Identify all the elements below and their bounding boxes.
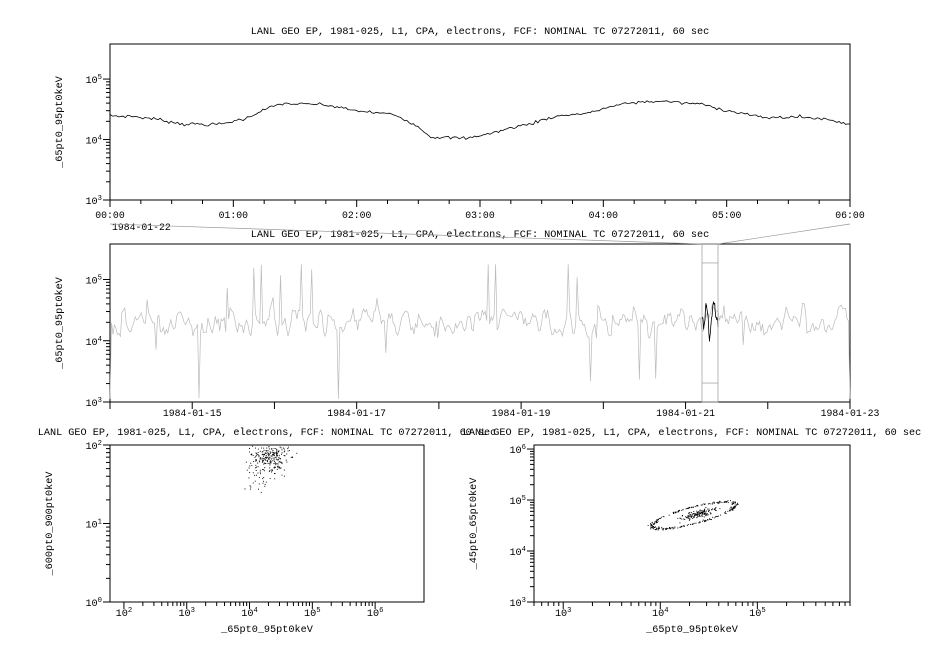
svg-text:06:00: 06:00 [835,210,865,221]
svg-text:02:00: 02:00 [342,210,372,221]
svg-text:1984-01-15: 1984-01-15 [163,408,222,419]
svg-text:_65pt0_95pt0keV: _65pt0_95pt0keV [54,276,66,370]
svg-text:_45pt0_65pt0keV: _45pt0_65pt0keV [468,477,480,571]
svg-text:00:00: 00:00 [95,210,125,221]
svg-text:1984-01-23: 1984-01-23 [821,408,880,419]
svg-text:_65pt0_95pt0keV: _65pt0_95pt0keV [54,75,66,169]
svg-text:05:00: 05:00 [712,210,742,221]
svg-text:1984-01-17: 1984-01-17 [327,408,386,419]
svg-text:01:00: 01:00 [219,210,249,221]
svg-text:1984-01-22: 1984-01-22 [112,222,171,233]
svg-text:_65pt0_95pt0keV: _65pt0_95pt0keV [645,624,739,636]
svg-text:1984-01-19: 1984-01-19 [492,408,551,419]
svg-text:04:00: 04:00 [589,210,619,221]
svg-text:LANL GEO EP, 1981-025, L1, CPA: LANL GEO EP, 1981-025, L1, CPA, electron… [463,427,922,439]
svg-text:_600pt0_900pt0keV: _600pt0_900pt0keV [44,471,56,577]
svg-text:LANL GEO EP, 1981-025, L1, CPA: LANL GEO EP, 1981-025, L1, CPA, electron… [38,427,497,439]
svg-text:_65pt0_95pt0keV: _65pt0_95pt0keV [220,624,314,636]
svg-text:LANL GEO EP, 1981-025, L1, CPA: LANL GEO EP, 1981-025, L1, CPA, electron… [251,26,710,38]
svg-text:03:00: 03:00 [465,210,495,221]
svg-text:1984-01-21: 1984-01-21 [656,408,715,419]
